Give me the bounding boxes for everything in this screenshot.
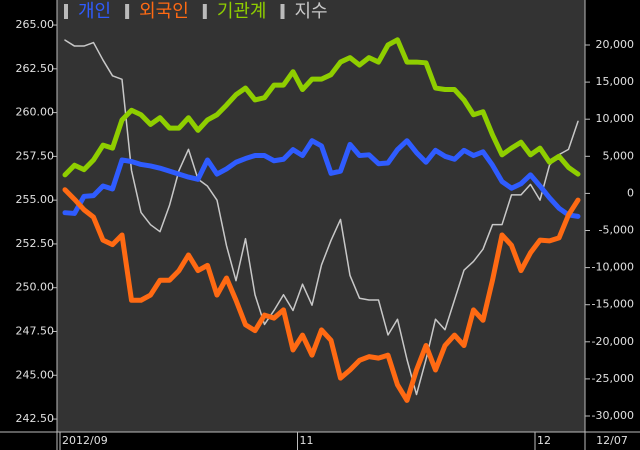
y-tick-label: 260.00 (16, 106, 55, 119)
x-tick-label: 12/07 (596, 434, 628, 447)
y2-tick-label: -15,000 (592, 298, 634, 311)
y-tick-label: 250.00 (16, 281, 55, 294)
y2-tick-label: -30,000 (592, 409, 634, 422)
y-tick-label: 257.50 (16, 149, 55, 162)
y-tick-label: 265.00 (16, 18, 55, 31)
legend-marker (125, 4, 130, 19)
y2-tick-label: 10,000 (596, 112, 635, 125)
legend-label: 개인 (78, 1, 111, 22)
legend-label: 외국인 (139, 1, 189, 22)
y2-tick-label: 0 (627, 186, 634, 199)
y-tick-label: 245.00 (16, 368, 55, 381)
series-line (62, 138, 581, 219)
legend-marker (280, 4, 285, 19)
series-line (62, 37, 581, 178)
legend-marker (64, 4, 68, 19)
y-tick-label: 255.00 (16, 193, 55, 206)
legend-label: 기관계 (217, 1, 267, 22)
y2-tick-label: -10,000 (592, 261, 634, 274)
y2-tick-label: 5,000 (603, 149, 635, 162)
y-tick-label: 242.50 (16, 412, 55, 425)
y2-tick-label: -5,000 (599, 224, 634, 237)
y2-tick-label: 20,000 (596, 38, 635, 51)
x-tick-label: 12 (537, 434, 551, 447)
y-tick-label: 247.50 (16, 324, 55, 337)
x-tick-label: 11 (300, 434, 314, 447)
y2-tick-label: -20,000 (592, 335, 634, 348)
x-tick-label: 2012/09 (62, 434, 108, 447)
series-line (62, 187, 581, 403)
series-line (64, 39, 579, 396)
y2-tick-label: -25,000 (592, 372, 634, 385)
y-tick-label: 252.50 (16, 237, 55, 250)
legend-marker (202, 4, 207, 19)
plot-area (57, 0, 585, 432)
legend-label: 지수 (295, 1, 328, 22)
y2-tick-label: 15,000 (596, 75, 635, 88)
y-tick-label: 262.50 (16, 62, 55, 75)
